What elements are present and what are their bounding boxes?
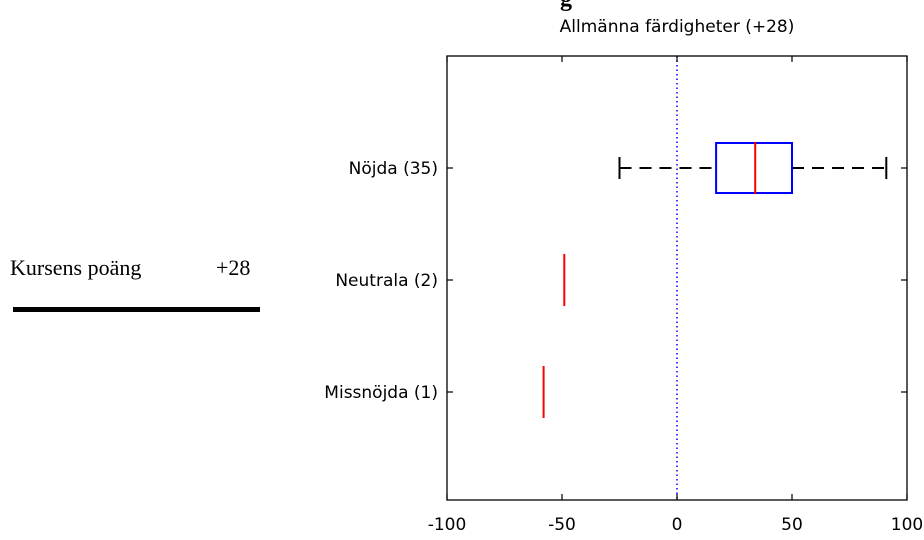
x-tick-label: -50 [548, 515, 576, 535]
y-category-label: Neutrala (2) [335, 271, 438, 291]
course-score-name: Kursens poäng [10, 255, 142, 280]
chart-title: Allmänna färdigheter (+28) [560, 17, 795, 37]
divider-rule [13, 307, 260, 312]
iqr-box [715, 142, 793, 194]
axis-labels: -100 -50 0 50 100 Nöjda (35) Neutrala (2) Missn… [324, 159, 923, 535]
x-tick-label: 0 [672, 515, 683, 535]
y-category-label: Nöjda (35) [349, 159, 438, 179]
chart-marks [446, 56, 908, 500]
x-tick-label: 50 [781, 515, 803, 535]
clipped-heading: g [560, 0, 572, 13]
y-category-label: Missnöjda (1) [324, 383, 438, 403]
x-tick-label: 100 [891, 515, 923, 535]
course-score-value: +28 [216, 255, 251, 280]
x-tick-label: -100 [428, 515, 467, 535]
